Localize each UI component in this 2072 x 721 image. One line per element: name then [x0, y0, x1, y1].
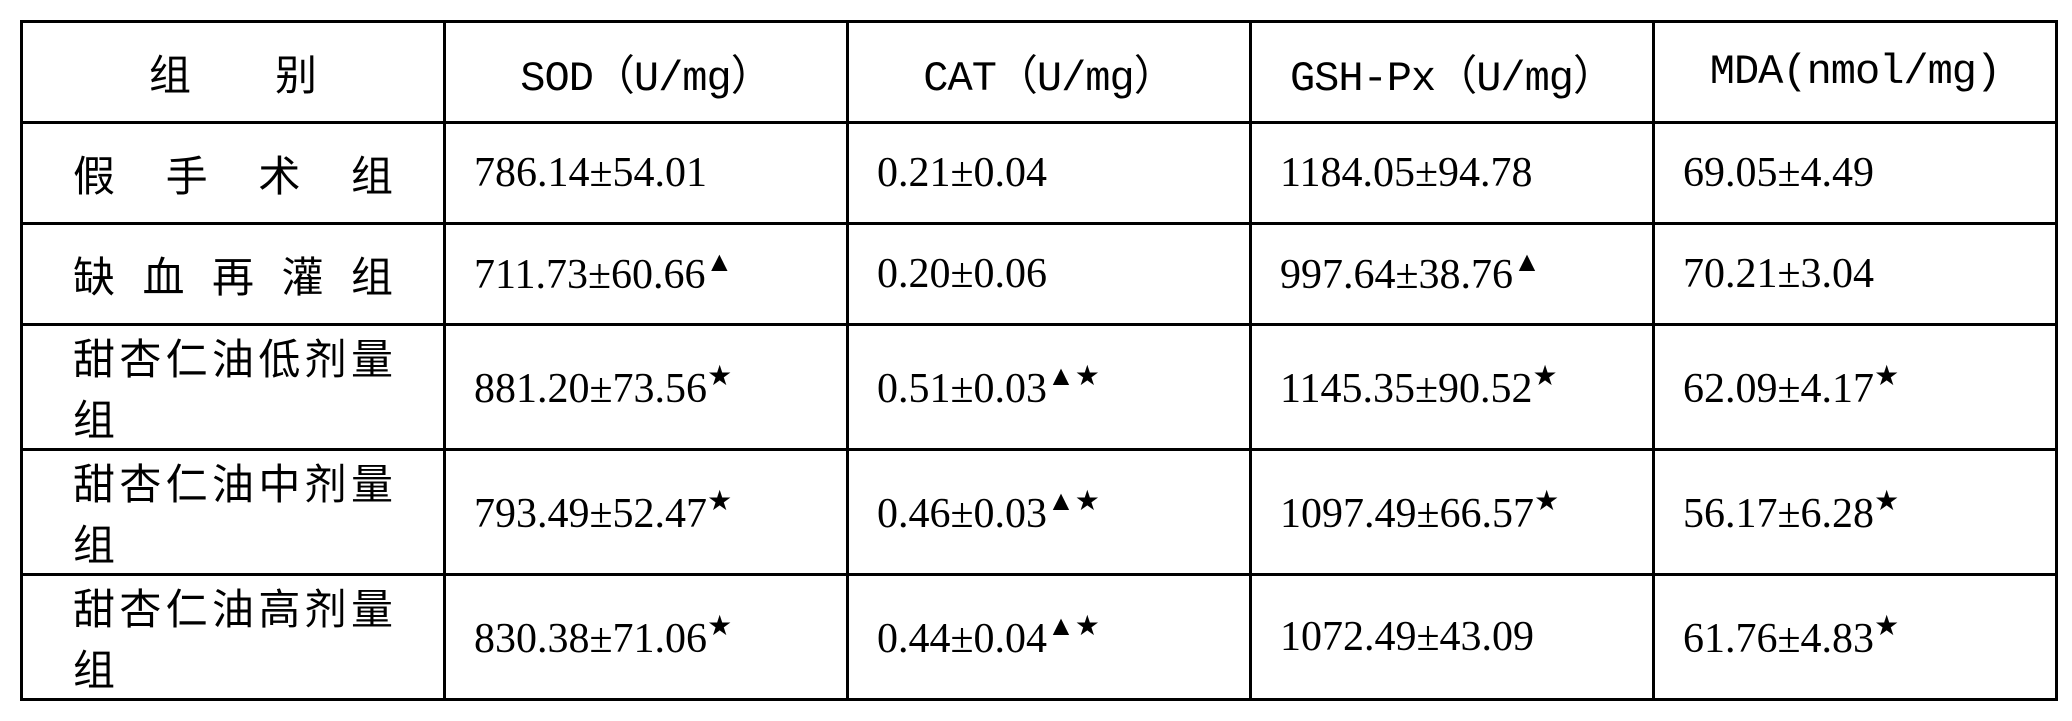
cell-value: 0.51±0.03	[877, 366, 1047, 412]
cell-mda: 56.17±6.28★	[1654, 450, 2057, 575]
cell-cat: 0.44±0.04▲★	[848, 575, 1251, 700]
cell-value: 0.21±0.04	[877, 150, 1047, 196]
header-gshpx: GSH-Px（U/mg）	[1251, 22, 1654, 123]
header-cat: CAT（U/mg）	[848, 22, 1251, 123]
significance-mark: ▲	[1513, 247, 1541, 278]
significance-mark: ★	[707, 361, 732, 392]
cell-sod: 711.73±60.66▲	[445, 224, 848, 325]
cell-cat: 0.46±0.03▲★	[848, 450, 1251, 575]
cell-group: 假手术组	[22, 123, 445, 224]
cell-mda: 61.76±4.83★	[1654, 575, 2057, 700]
table-row: 缺血再灌组711.73±60.66▲0.20±0.06997.64±38.76▲…	[22, 224, 2057, 325]
cell-sod: 786.14±54.01	[445, 123, 848, 224]
cell-value: 830.38±71.06	[474, 616, 707, 662]
header-group: 组 别	[22, 22, 445, 123]
header-mda: MDA(nmol/mg)	[1654, 22, 2057, 123]
table-body: 假手术组 786.14±54.01 0.21±0.04 1184.05±94.78 69…	[22, 123, 2057, 700]
cell-group: 甜杏仁油低剂量组	[22, 325, 445, 450]
cell-gshpx: 1184.05±94.78	[1251, 123, 1654, 224]
data-table: 组 别 SOD（U/mg） CAT（U/mg） GSH-Px（U/mg） MDA…	[20, 20, 2058, 701]
cell-value: 711.73±60.66	[474, 252, 706, 298]
group-label: 假手术组	[73, 143, 393, 204]
cell-value: 1072.49±43.09	[1280, 614, 1534, 660]
cell-value: 56.17±6.28	[1683, 491, 1874, 537]
significance-mark: ★	[1874, 361, 1899, 392]
table-row: 甜杏仁油高剂量组830.38±71.06★0.44±0.04▲★1072.49±…	[22, 575, 2057, 700]
cell-value: 1184.05±94.78	[1280, 150, 1533, 196]
cell-sod: 881.20±73.56★	[445, 325, 848, 450]
cell-value: 69.05±4.49	[1683, 150, 1874, 196]
cell-mda: 70.21±3.04	[1654, 224, 2057, 325]
group-label: 甜杏仁油高剂量组	[73, 576, 393, 698]
cell-sod: 830.38±71.06★	[445, 575, 848, 700]
group-label: 甜杏仁油中剂量组	[73, 451, 393, 573]
table-row: 假手术组 786.14±54.01 0.21±0.04 1184.05±94.78 69…	[22, 123, 2057, 224]
significance-mark: ▲★	[1047, 486, 1100, 517]
cell-cat: 0.21±0.04	[848, 123, 1251, 224]
cell-sod: 793.49±52.47★	[445, 450, 848, 575]
cell-value: 793.49±52.47	[474, 491, 707, 537]
cell-gshpx: 1097.49±66.57★	[1251, 450, 1654, 575]
significance-mark: ★	[1534, 486, 1559, 517]
significance-mark: ★	[1533, 361, 1558, 392]
significance-mark: ★	[707, 486, 732, 517]
cell-mda: 62.09±4.17★	[1654, 325, 2057, 450]
cell-gshpx: 997.64±38.76▲	[1251, 224, 1654, 325]
cell-cat: 0.51±0.03▲★	[848, 325, 1251, 450]
cell-value: 881.20±73.56	[474, 366, 707, 412]
cell-value: 997.64±38.76	[1280, 252, 1513, 298]
cell-value: 0.20±0.06	[877, 251, 1047, 297]
cell-value: 786.14±54.01	[474, 150, 707, 196]
cell-gshpx: 1145.35±90.52★	[1251, 325, 1654, 450]
cell-group: 甜杏仁油高剂量组	[22, 575, 445, 700]
significance-mark: ★	[1874, 486, 1899, 517]
table-header-row: 组 别 SOD（U/mg） CAT（U/mg） GSH-Px（U/mg） MDA…	[22, 22, 2057, 123]
cell-value: 62.09±4.17	[1683, 366, 1874, 412]
significance-mark: ★	[1874, 611, 1899, 642]
significance-mark: ▲★	[1047, 361, 1100, 392]
cell-value: 70.21±3.04	[1683, 251, 1874, 297]
cell-value: 61.76±4.83	[1683, 616, 1874, 662]
group-label: 甜杏仁油低剂量组	[73, 326, 393, 448]
cell-gshpx: 1072.49±43.09	[1251, 575, 1654, 700]
significance-mark: ▲	[706, 247, 734, 278]
cell-value: 0.44±0.04	[877, 616, 1047, 662]
cell-cat: 0.20±0.06	[848, 224, 1251, 325]
significance-mark: ▲★	[1047, 611, 1100, 642]
cell-mda: 69.05±4.49	[1654, 123, 2057, 224]
cell-value: 1097.49±66.57	[1280, 491, 1534, 537]
cell-value: 1145.35±90.52	[1280, 366, 1533, 412]
table-row: 甜杏仁油低剂量组881.20±73.56★0.51±0.03▲★1145.35±…	[22, 325, 2057, 450]
group-label: 缺血再灌组	[73, 244, 393, 305]
header-sod: SOD（U/mg）	[445, 22, 848, 123]
significance-mark: ★	[707, 611, 732, 642]
cell-group: 甜杏仁油中剂量组	[22, 450, 445, 575]
table-row: 甜杏仁油中剂量组793.49±52.47★0.46±0.03▲★1097.49±…	[22, 450, 2057, 575]
cell-group: 缺血再灌组	[22, 224, 445, 325]
cell-value: 0.46±0.03	[877, 491, 1047, 537]
